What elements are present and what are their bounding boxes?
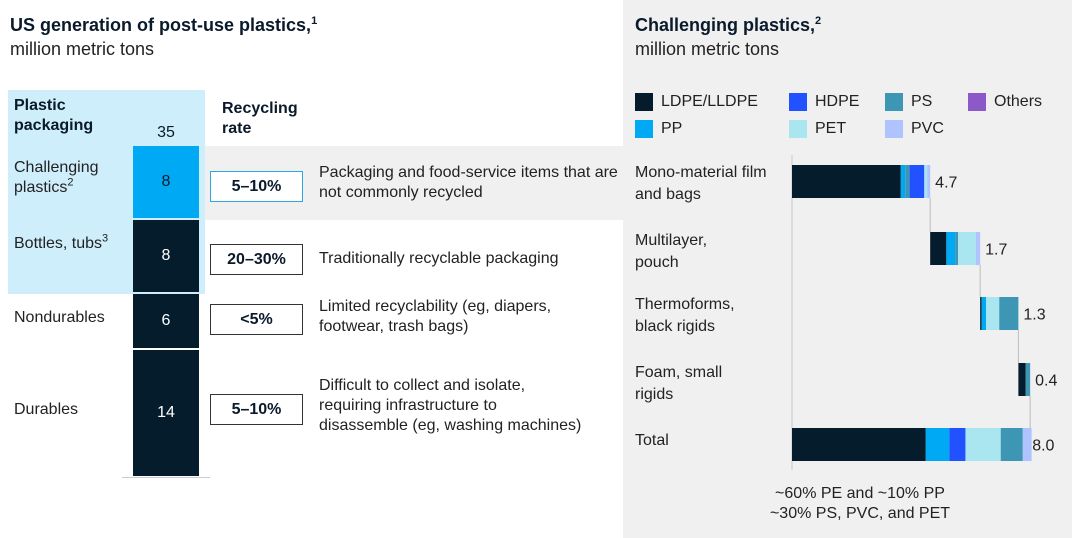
description-nondurables: Limited recyclability (eg, diapers, foot… [319, 298, 552, 335]
bar-segment-pp-row-2 [981, 297, 987, 330]
rate-box-durables: 5–10% [210, 394, 303, 425]
legend-item-others: Others [968, 92, 1042, 112]
bar-total-label: 8.0 [1032, 438, 1054, 455]
bar-segment-ldpe-lldpe-row-0 [792, 165, 901, 198]
stack-baseline [122, 477, 210, 478]
legend-item-pet: PET [789, 119, 846, 139]
legend-item-hdpe: HDPE [789, 92, 859, 112]
bar-segment-pp-row-1 [946, 232, 956, 265]
bar-segment-ldpe-lldpe-row-3 [1018, 363, 1026, 396]
right-subtitle: million metric tons [635, 39, 780, 59]
rate-box-challenging: 5–10% [210, 171, 303, 202]
stack-segment-challenging: 8 [133, 146, 199, 218]
total-value: 35 [157, 124, 175, 141]
post-use-stack: 8 8 6 14 [133, 146, 199, 476]
description-bottles: Traditionally recyclable packaging [319, 250, 559, 267]
bar-segment-ps-row-4 [1000, 428, 1023, 461]
bar-segment-pet-row-2 [986, 297, 1000, 330]
note-line-1: ~60% PE and ~10% PP [775, 485, 945, 502]
legend-swatch [968, 93, 986, 111]
packaging-header: Plastic packaging [14, 97, 94, 134]
bar-segment-pet-row-1 [958, 232, 976, 265]
legend-swatch [885, 93, 903, 111]
bar-segment-pp-row-4 [925, 428, 950, 461]
legend-swatch [635, 93, 653, 111]
category-label-durables: Durables [14, 401, 79, 418]
category-label-nondurables: Nondurables [14, 309, 105, 326]
legend-item-pp: PP [635, 119, 682, 139]
legend-swatch [789, 93, 807, 111]
bar-segment-ps-row-2 [999, 297, 1019, 330]
bar-segment-ps-row-3 [1025, 363, 1031, 396]
row-label-mono-material: Mono-material film and bags [635, 164, 767, 203]
bar-segment-hdpe-row-0 [909, 165, 925, 198]
bar-segment-ldpe-lldpe-row-2 [980, 297, 982, 330]
composition-note: ~60% PE and ~10% PP ~30% PS, PVC, and PE… [700, 484, 1020, 524]
bar-segment-ps-row-1 [955, 232, 959, 265]
row-label-foam: Foam, small rigids [635, 364, 723, 403]
right-title: Challenging plastics,2 [635, 15, 822, 35]
bar-segment-ldpe-lldpe-row-4 [792, 428, 926, 461]
bar-segment-hdpe-row-4 [949, 428, 966, 461]
description-challenging: Packaging and food-service items that ar… [319, 164, 618, 201]
rate-box-nondurables: <5% [210, 304, 303, 335]
row-label-multilayer: Multilayer, pouch [635, 232, 708, 271]
bar-total-label: 1.7 [985, 242, 1007, 259]
row-label-total: Total [635, 432, 669, 449]
row-label-thermoforms: Thermoforms, black rigids [635, 296, 735, 335]
bar-total-label: 1.3 [1023, 307, 1045, 324]
stack-segment-durables: 14 [133, 350, 199, 476]
category-label-bottles: Bottles, tubs3 [14, 232, 109, 252]
bar-segment-pvc-row-4 [1022, 428, 1032, 461]
stack-segment-nondurables: 6 [133, 294, 199, 348]
bar-segment-pvc-row-0 [927, 165, 931, 198]
legend-swatch [885, 120, 903, 138]
legend-item-pvc: PVC [885, 119, 944, 139]
legend-swatch [635, 120, 653, 138]
bar-segment-ldpe-lldpe-row-1 [930, 232, 947, 265]
bar-segment-ps-row-0 [905, 165, 910, 198]
legend-swatch [789, 120, 807, 138]
legend-item-ldpe: LDPE/LLDPE [635, 92, 758, 112]
bar-total-label: 0.4 [1035, 373, 1057, 390]
recycling-rate-header: Recycling rate [222, 100, 298, 137]
rate-box-bottles: 20–30% [210, 244, 303, 275]
description-durables: Difficult to collect and isolate, requir… [319, 377, 582, 434]
left-title: US generation of post-use plastics,1 [10, 15, 318, 35]
category-label-challenging: Challenging plastics2 [14, 159, 99, 196]
bar-segment-pet-row-4 [965, 428, 1001, 461]
left-subtitle: million metric tons [10, 39, 155, 59]
stack-segment-bottles: 8 [133, 220, 199, 292]
bar-total-label: 4.7 [935, 175, 957, 192]
legend-item-ps: PS [885, 92, 932, 112]
bar-segment-pp-row-0 [900, 165, 906, 198]
bar-segment-pet-row-0 [924, 165, 928, 198]
bar-segment-pvc-row-1 [975, 232, 981, 265]
note-line-2: ~30% PS, PVC, and PET [769, 505, 951, 522]
